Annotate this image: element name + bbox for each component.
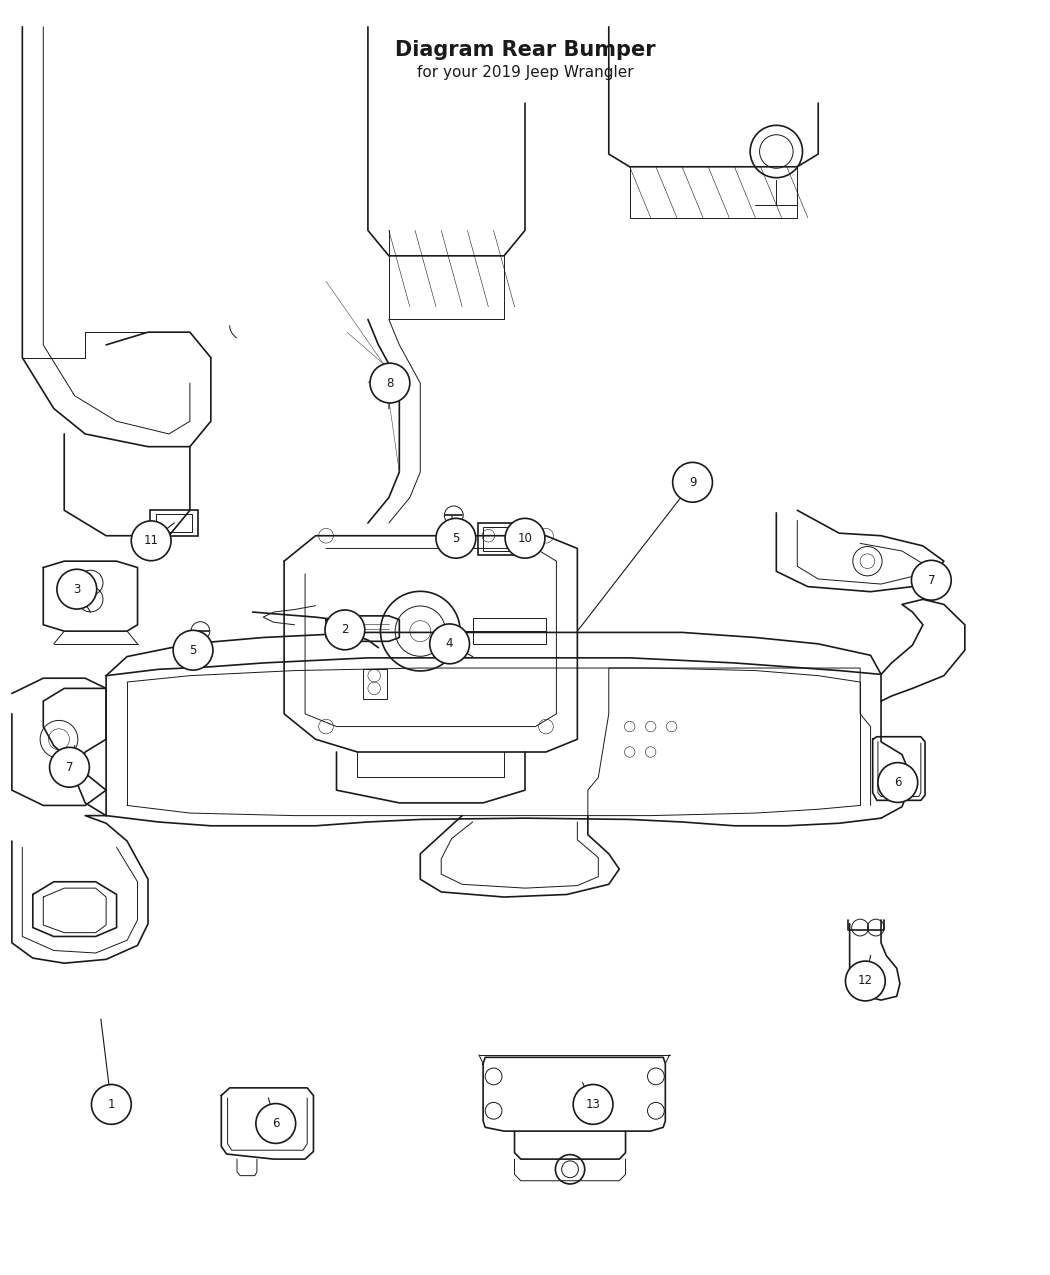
Text: 3: 3 — [74, 583, 81, 595]
Circle shape — [673, 463, 713, 502]
Circle shape — [57, 569, 97, 609]
Bar — [362, 669, 386, 699]
Text: 7: 7 — [927, 574, 936, 586]
Text: 2: 2 — [341, 623, 349, 636]
Bar — [156, 514, 192, 532]
Circle shape — [505, 519, 545, 558]
Circle shape — [49, 747, 89, 787]
Text: 13: 13 — [586, 1098, 601, 1111]
Text: Diagram Rear Bumper: Diagram Rear Bumper — [395, 40, 655, 60]
Text: 6: 6 — [894, 776, 902, 789]
Bar — [150, 510, 198, 536]
Text: 6: 6 — [272, 1117, 279, 1130]
Text: 7: 7 — [66, 761, 74, 774]
Text: 11: 11 — [144, 534, 159, 547]
Text: 8: 8 — [386, 376, 394, 390]
Circle shape — [370, 363, 410, 403]
Text: 9: 9 — [689, 476, 696, 488]
Circle shape — [173, 630, 213, 671]
Circle shape — [131, 521, 171, 561]
Text: 12: 12 — [858, 974, 873, 988]
Circle shape — [878, 762, 918, 802]
Circle shape — [573, 1085, 613, 1125]
Text: 5: 5 — [453, 532, 460, 544]
Circle shape — [436, 519, 476, 558]
Circle shape — [326, 609, 364, 650]
Circle shape — [256, 1104, 296, 1144]
Circle shape — [91, 1085, 131, 1125]
Text: 10: 10 — [518, 532, 532, 544]
Text: 5: 5 — [189, 644, 196, 657]
Text: 4: 4 — [446, 638, 454, 650]
Circle shape — [429, 623, 469, 664]
Bar — [472, 618, 546, 644]
Bar — [483, 527, 520, 551]
Text: 1: 1 — [107, 1098, 116, 1111]
Text: for your 2019 Jeep Wrangler: for your 2019 Jeep Wrangler — [417, 65, 633, 80]
Circle shape — [845, 961, 885, 1001]
Circle shape — [911, 560, 951, 601]
Bar — [478, 523, 525, 555]
